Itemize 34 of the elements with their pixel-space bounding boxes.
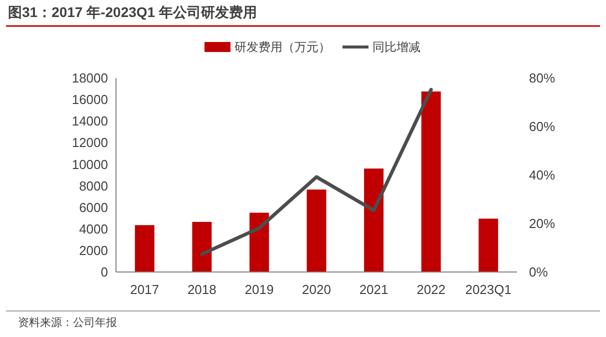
- y2-tick-label: 40%: [529, 168, 556, 183]
- legend-label: 研发费用（万元）: [234, 40, 330, 54]
- text: 资料来源：公司年报: [18, 316, 117, 329]
- bar: [134, 225, 154, 272]
- y-tick-label: 8000: [79, 178, 108, 194]
- x-tick-label: 2022: [416, 282, 446, 297]
- chart-title: 图31：2017 年-2023Q1 年公司研发费用: [8, 4, 257, 20]
- y-tick-label: 2000: [79, 242, 108, 258]
- x-tick-label: 2018: [187, 282, 216, 297]
- x-tick-label: 2023Q1: [465, 282, 512, 297]
- x-tick-label: 2019: [244, 282, 274, 297]
- bar: [306, 190, 326, 272]
- bar: [249, 212, 269, 272]
- y2-tick-label: 60%: [529, 119, 556, 134]
- bar: [192, 222, 212, 272]
- y-tick-label: 14000: [72, 114, 108, 129]
- bar: [478, 218, 498, 272]
- y2-tick-label: 0%: [529, 264, 548, 280]
- y-tick-label: 12000: [72, 135, 108, 150]
- x-tick-label: 2017: [130, 282, 160, 297]
- bar: [421, 91, 441, 272]
- y2-tick-label: 80%: [529, 70, 556, 86]
- x-tick-label: 2021: [359, 282, 388, 297]
- y-tick-label: 4000: [79, 221, 108, 236]
- line-series: [200, 88, 433, 256]
- y-tick-label: 0: [100, 264, 108, 280]
- legend-label: 同比增减: [372, 40, 420, 54]
- y2-tick-label: 20%: [529, 216, 556, 232]
- y-tick-label: 18000: [72, 70, 108, 86]
- y-tick-label: 16000: [72, 92, 108, 108]
- y-tick-label: 10000: [72, 156, 108, 172]
- bar: [364, 168, 384, 272]
- y-tick-label: 6000: [79, 200, 108, 215]
- x-tick-label: 2020: [302, 282, 331, 297]
